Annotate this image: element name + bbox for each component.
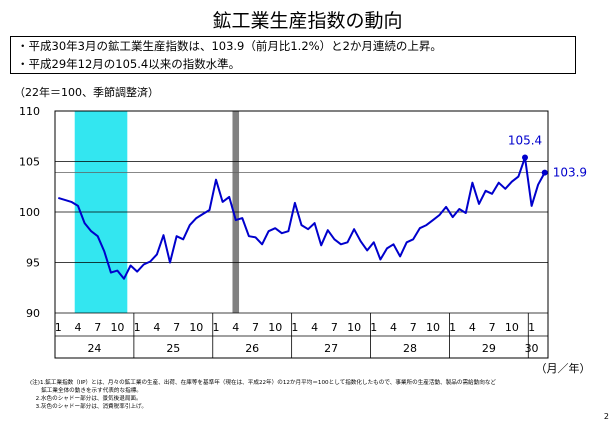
y-tick-label: 95 bbox=[26, 257, 40, 270]
year-label: 24 bbox=[87, 342, 101, 355]
month-tick-label: 10 bbox=[505, 321, 519, 334]
month-tick-label: 1 bbox=[528, 321, 535, 334]
year-label: 28 bbox=[403, 342, 417, 355]
month-tick-label: 10 bbox=[347, 321, 361, 334]
footnote-line: 2.水色のシャドー部分は、景気後退局面。 bbox=[30, 396, 142, 402]
y-tick-label: 105 bbox=[19, 156, 40, 169]
month-tick-label: 7 bbox=[94, 321, 101, 334]
year-label: 26 bbox=[245, 342, 259, 355]
unit-note: （22年＝100、季節調整済） bbox=[14, 86, 159, 99]
year-label: 30 bbox=[525, 342, 539, 355]
month-tick-label: 7 bbox=[252, 321, 259, 334]
summary-bullet: ・平成29年12月の105.4以来の指数水準。 bbox=[17, 57, 241, 71]
highlight-point bbox=[541, 169, 548, 176]
month-tick-label: 10 bbox=[268, 321, 282, 334]
y-tick-label: 110 bbox=[19, 105, 40, 118]
footnote-line: (注)1.鉱工業指数（IIP）とは、月々の鉱工業の生産、出荷、在庫等を基準年（現… bbox=[30, 380, 497, 386]
month-tick-label: 4 bbox=[153, 321, 160, 334]
x-axis-label: （月／年） bbox=[536, 361, 591, 375]
month-tick-label: 4 bbox=[311, 321, 318, 334]
footnote-line: 3.灰色のシャドー部分は、消費税率引上げ。 bbox=[30, 404, 147, 410]
month-tick-label: 1 bbox=[449, 321, 456, 334]
year-label: 29 bbox=[482, 342, 496, 355]
month-tick-label: 1 bbox=[134, 321, 141, 334]
month-tick-label: 1 bbox=[55, 321, 62, 334]
index-line bbox=[58, 156, 546, 280]
month-tick-label: 4 bbox=[390, 321, 397, 334]
footnote-line: 鉱工業全体の動きを示す代表的な指標。 bbox=[30, 388, 142, 394]
page-number: 2 bbox=[603, 412, 609, 421]
page-title: 鉱工業生産指数の動向 bbox=[212, 10, 403, 32]
month-tick-label: 10 bbox=[189, 321, 203, 334]
highlight-point bbox=[521, 154, 528, 161]
month-tick-label: 1 bbox=[213, 321, 220, 334]
month-tick-label: 4 bbox=[469, 321, 476, 334]
month-tick-label: 4 bbox=[232, 321, 239, 334]
month-tick-label: 10 bbox=[110, 321, 124, 334]
month-tick-label: 7 bbox=[331, 321, 338, 334]
y-tick-label: 100 bbox=[19, 206, 40, 219]
month-tick-label: 7 bbox=[410, 321, 417, 334]
annotation-label: 103.9 bbox=[553, 166, 587, 180]
summary-box: ・平成30年3月の鉱工業生産指数は、103.9（前月比1.2%）と2か月連続の上… bbox=[10, 36, 576, 74]
annotation-label: 105.4 bbox=[508, 133, 542, 147]
month-tick-label: 1 bbox=[291, 321, 298, 334]
month-tick-label: 1 bbox=[370, 321, 377, 334]
month-tick-label: 7 bbox=[173, 321, 180, 334]
plot-frame bbox=[54, 110, 549, 359]
y-tick-label: 90 bbox=[26, 307, 40, 320]
summary-bullet: ・平成30年3月の鉱工業生産指数は、103.9（前月比1.2%）と2か月連続の上… bbox=[17, 39, 442, 53]
year-label: 25 bbox=[166, 342, 180, 355]
month-tick-label: 10 bbox=[426, 321, 440, 334]
year-label: 27 bbox=[324, 342, 338, 355]
footnotes: (注)1.鉱工業指数（IIP）とは、月々の鉱工業の生産、出荷、在庫等を基準年（現… bbox=[30, 379, 590, 411]
month-tick-label: 7 bbox=[489, 321, 496, 334]
month-tick-label: 4 bbox=[75, 321, 82, 334]
